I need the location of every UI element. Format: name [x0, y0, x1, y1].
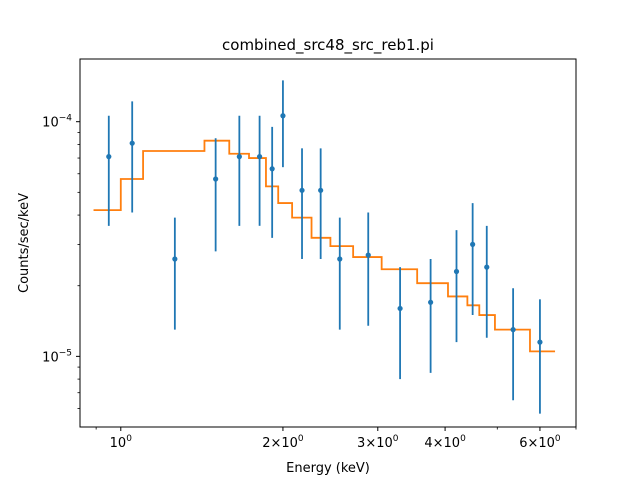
data-point-1	[129, 140, 135, 146]
data-point-5	[256, 153, 263, 160]
data-point-2	[172, 256, 178, 262]
data-point-7	[280, 113, 286, 119]
x-tick-label-2: 3×100	[357, 434, 399, 451]
x-tick-label-exponent-0: 0	[126, 434, 132, 444]
data-point-10	[337, 256, 343, 262]
data-point-3	[213, 176, 219, 182]
data-point-9	[318, 187, 324, 193]
x-axis-label: Energy (keV)	[286, 461, 370, 476]
plot-area	[93, 80, 556, 414]
x-tick-label-exponent-4: 0	[555, 434, 561, 444]
data-point-14	[453, 268, 460, 275]
y-tick-label-exponent-0: −4	[59, 114, 73, 124]
data-point-18	[537, 339, 543, 345]
x-tick-label-exponent-2: 0	[393, 434, 399, 444]
x-tick-label-1: 2×100	[262, 434, 304, 451]
data-point-15	[470, 241, 476, 247]
data-point-12	[397, 305, 403, 312]
x-tick-label-4: 6×100	[519, 434, 561, 451]
data-point-6	[269, 166, 275, 172]
data-point-17	[510, 327, 516, 333]
chart-title: combined_src48_src_reb1.pi	[222, 36, 434, 55]
data-point-4	[236, 153, 242, 160]
data-point-8	[299, 187, 305, 193]
data-point-0	[106, 153, 112, 160]
y-axis-label: Counts/sec/keV	[17, 193, 32, 293]
x-tick-label-3: 4×100	[424, 434, 466, 451]
data-point-11	[365, 252, 371, 258]
x-tick-label-exponent-3: 0	[460, 434, 466, 444]
data-point-13	[428, 299, 434, 305]
plot-frame	[79, 58, 577, 428]
x-tick-label-exponent-1: 0	[298, 434, 304, 444]
data-point-16	[484, 264, 490, 270]
y-tick-label-exponent-1: −5	[59, 348, 72, 358]
